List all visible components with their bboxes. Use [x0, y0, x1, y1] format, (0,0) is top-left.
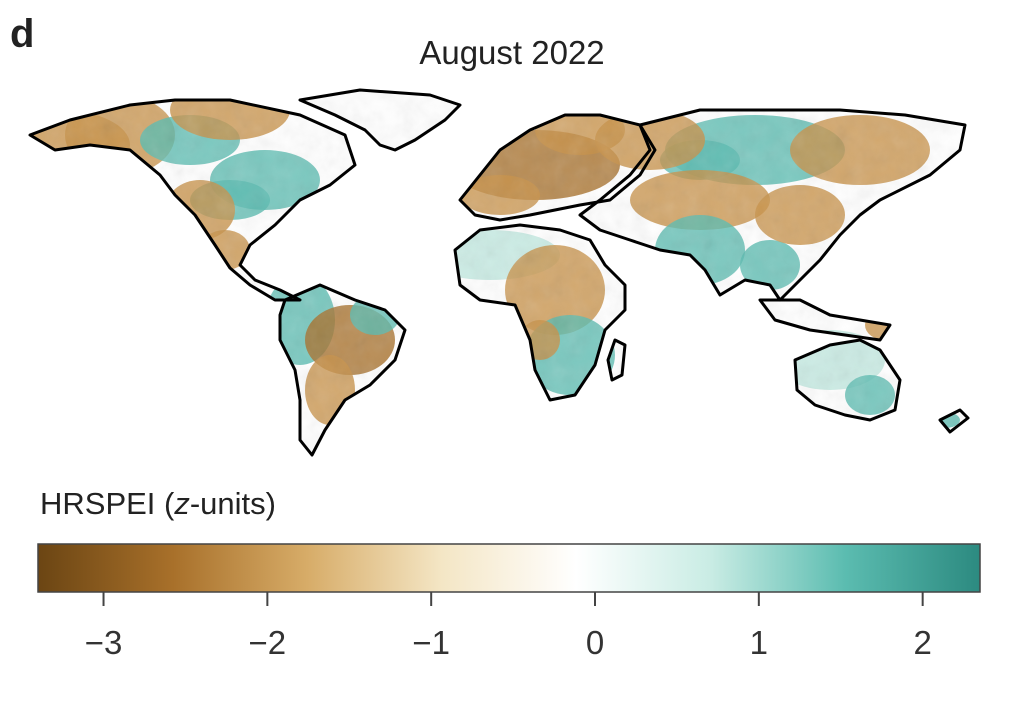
coast-europe	[458, 113, 657, 222]
coast-north-america	[28, 98, 357, 302]
colorbar-label-var: z	[174, 486, 190, 521]
colorbar-label: HRSPEI (z-units)	[40, 486, 276, 522]
colorbar-gradient	[37, 543, 981, 593]
colorbar-tick-label-3: 0	[586, 624, 604, 661]
coast-indonesia	[758, 298, 892, 342]
coast-new-zealand	[938, 408, 970, 434]
colorbar-tick-label-2: −1	[412, 624, 450, 661]
colorbar-tick-label-0: −3	[85, 624, 123, 661]
coast-greenland	[298, 88, 462, 152]
colorbar-tick-label-4: 1	[750, 624, 768, 661]
colorbar-tick-label-5: 2	[913, 624, 931, 661]
coast-madagascar	[606, 338, 627, 382]
colorbar-label-suffix: -units)	[189, 486, 276, 521]
coastlines	[28, 88, 970, 457]
colorbar-tick-label-1: −2	[249, 624, 287, 661]
coast-south-america	[278, 283, 407, 457]
colorbar-ticks: −3 −2 −1 0 1 2	[85, 592, 932, 661]
map-title: August 2022	[419, 34, 605, 71]
world-map	[28, 88, 970, 457]
coast-africa	[453, 223, 627, 402]
coast-australia	[793, 338, 902, 422]
panel-letter: d	[10, 12, 35, 56]
colorbar-label-prefix: HRSPEI (	[40, 486, 175, 521]
